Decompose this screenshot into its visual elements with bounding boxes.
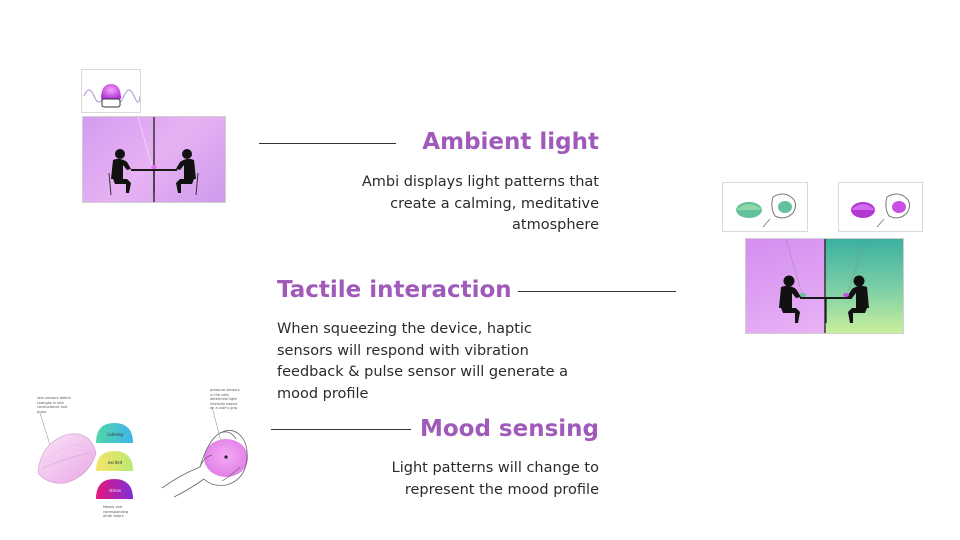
tactile-line-4: mood profile <box>277 385 369 402</box>
ambient-divider <box>259 143 396 144</box>
stress-label: stress <box>109 488 121 493</box>
ambient-line-3: atmosphere <box>512 217 599 233</box>
tactile-line-3: feedback & pulse sensor will generate a <box>277 364 569 380</box>
hand-squeeze-green-icon <box>736 193 797 228</box>
ambient-scene-image <box>82 116 226 203</box>
tactile-line-2: sensors will respond with vibration <box>277 342 529 359</box>
tactile-divider <box>518 291 676 292</box>
tactile-interaction-heading: Tactile interaction <box>277 277 512 303</box>
stress-blob <box>96 479 133 499</box>
pressure-sensor-note: pressure sensors in the cells determine … <box>210 388 240 410</box>
mood-sensing-heading: Mood sensing <box>419 416 599 442</box>
purple-device-thumbnail <box>838 182 923 232</box>
lamp-icon <box>83 84 141 108</box>
mood-color-blobs <box>96 423 133 499</box>
calming-blob <box>96 423 133 443</box>
lamp-thumbnail <box>81 69 141 113</box>
mood-line-1: Light patterns will change to <box>391 460 599 476</box>
green-device-thumbnail <box>722 182 808 232</box>
calming-label: calming <box>107 432 123 437</box>
mood-divider <box>271 429 411 430</box>
ambient-line-1: Ambi displays light patterns that <box>361 174 599 190</box>
mood-scene-image <box>745 238 904 334</box>
tactile-interaction-description: When squeezing the device, haptic sensor… <box>277 319 607 405</box>
skin-sensor-note: skin sensors detect changes in skin cond… <box>37 396 71 414</box>
ambient-light-description: Ambi displays light patterns that create… <box>320 172 599 237</box>
tactile-line-1: When squeezing the device, haptic <box>277 321 532 337</box>
moods-legend: Moods and corresponding Ambi colors <box>103 505 128 518</box>
mood-sensing-description: Light patterns will change to represent … <box>330 458 599 501</box>
people-with-devices-icon <box>779 239 869 333</box>
ambient-light-heading: Ambient light <box>422 129 599 155</box>
hand-grip-sketch-icon <box>161 406 248 498</box>
hand-squeeze-purple-icon <box>851 193 911 228</box>
people-at-table-icon <box>108 117 199 202</box>
excited-blob <box>96 451 133 471</box>
mood-line-2: represent the mood profile <box>404 481 599 498</box>
ambient-line-2: create a calming, meditative <box>390 195 599 212</box>
excited-label: excited <box>107 460 123 465</box>
device-sketch-icon <box>37 412 97 484</box>
